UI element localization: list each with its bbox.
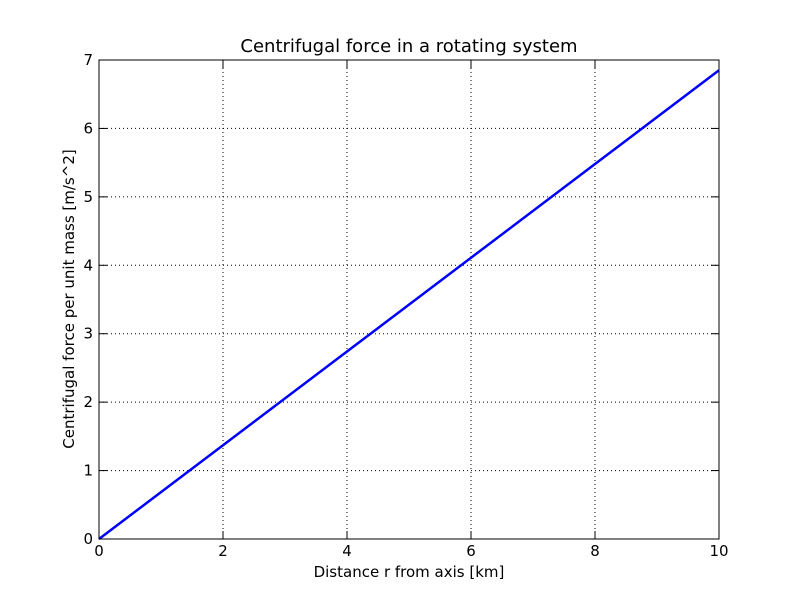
x-axis-label: Distance r from axis [km]	[314, 563, 505, 581]
y-axis-label: Centrifugal force per unit mass [m/s^2]	[60, 149, 78, 448]
chart-title: Centrifugal force in a rotating system	[240, 36, 577, 57]
y-tick-label: 3	[83, 325, 93, 343]
y-tick-label: 2	[83, 393, 93, 411]
y-tick-label: 1	[83, 462, 93, 480]
y-tick-label: 5	[83, 188, 93, 206]
y-tick-label: 0	[83, 530, 93, 548]
x-tick-label: 2	[218, 542, 228, 560]
x-tick-label: 8	[590, 542, 600, 560]
data-line	[98, 69, 720, 540]
plot-frame	[98, 59, 720, 540]
x-tick-label: 4	[342, 542, 352, 560]
y-tick-label: 7	[83, 51, 93, 69]
y-tick-label: 4	[83, 256, 93, 274]
y-tick-label: 6	[83, 119, 93, 137]
x-tick-label: 6	[466, 542, 476, 560]
x-tick-label: 0	[94, 542, 104, 560]
x-tick-label: 10	[709, 542, 728, 560]
